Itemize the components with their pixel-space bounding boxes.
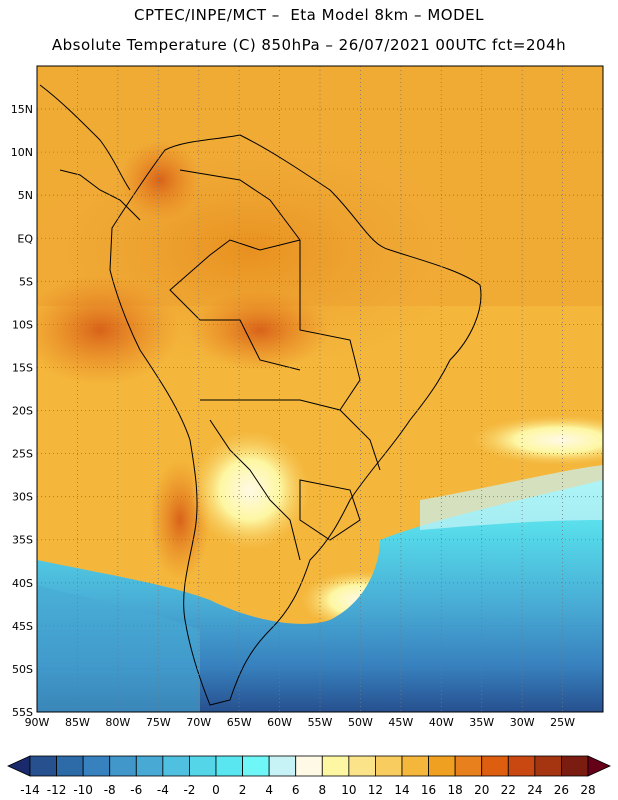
lat-tick-label: 30S	[12, 491, 33, 504]
lat-tick-label: 35S	[12, 534, 33, 547]
colorbar-tick-label: 28	[580, 783, 595, 797]
colorbar-tick-label: -6	[130, 783, 142, 797]
lat-tick-label: 55S	[12, 706, 33, 719]
colorbar-tick-label: 2	[239, 783, 247, 797]
lon-tick-label: 65W	[227, 716, 252, 729]
colorbar-swatch	[561, 755, 589, 777]
colorbar-tick-label: 20	[474, 783, 489, 797]
colorbar-swatch	[507, 755, 536, 777]
lat-tick-label: 45S	[12, 620, 33, 633]
colorbar-tick-label: -12	[47, 783, 67, 797]
lon-tick-label: 85W	[65, 716, 90, 729]
colorbar-swatch	[215, 755, 243, 777]
colorbar-tick-label: -10	[73, 783, 93, 797]
lat-tick-label: 40S	[12, 577, 33, 590]
lat-tick-label: 10S	[12, 318, 33, 331]
longitude-labels: 90W 85W 80W 75W 70W 65W 60W 55W 50W 45W 40W 35W 30W 2…	[25, 716, 576, 729]
colorbar-tick-label: 18	[448, 783, 463, 797]
colorbar-tick-label: -2	[183, 783, 195, 797]
colorbar-tick-label: 0	[212, 783, 220, 797]
colorbar-tick-label: 16	[421, 783, 436, 797]
plot-frame	[36, 65, 604, 713]
chart-title: CPTEC/INPE/MCT – Eta Model 8km – MODEL	[134, 6, 484, 24]
lat-tick-label: 50S	[12, 663, 33, 676]
colorbar-swatch	[268, 755, 297, 777]
lon-tick-label: 35W	[469, 716, 494, 729]
colorbar-swatch	[454, 755, 483, 777]
lon-tick-label: 30W	[510, 716, 535, 729]
colorbar-swatch	[162, 755, 190, 777]
colorbar-swatch	[189, 755, 217, 777]
lat-tick-label: 10N	[11, 146, 33, 159]
lat-tick-label: EQ	[17, 232, 33, 245]
lon-tick-label: 70W	[186, 716, 211, 729]
colorbar-tick-label: 22	[501, 783, 516, 797]
lat-tick-label: 5S	[19, 275, 33, 288]
latitude-labels: 15N 10N 5N EQ 5S 10S 15S 20S 25S 30S 35S 40S 45S 50S 5…	[11, 103, 34, 719]
colorbar-tick-label: 24	[527, 783, 542, 797]
colorbar-swatch	[109, 755, 137, 777]
colorbar-swatch	[135, 755, 164, 777]
colorbar-tick-label: 6	[292, 783, 300, 797]
lon-tick-label: 75W	[146, 716, 171, 729]
colorbar-swatch	[29, 755, 57, 777]
colorbar-min-arrow	[7, 755, 31, 777]
lat-tick-label: 20S	[12, 405, 33, 418]
colorbar-tick-label: 12	[368, 783, 383, 797]
lon-tick-label: 60W	[267, 716, 292, 729]
lat-tick-label: 15N	[11, 103, 33, 116]
colorbar-max-arrow	[587, 755, 611, 777]
colorbar-tick-label: 8	[318, 783, 326, 797]
colorbar-tick-label: -14	[20, 783, 40, 797]
country-borders	[59, 134, 482, 706]
colorbar-swatch	[56, 755, 84, 777]
lon-tick-label: 40W	[429, 716, 454, 729]
lat-tick-label: 25S	[12, 448, 33, 461]
colorbar-tick-label: -8	[104, 783, 116, 797]
lat-tick-label: 15S	[12, 361, 33, 374]
colorbar-swatch	[321, 755, 350, 777]
colorbar-swatch	[428, 755, 456, 777]
colorbar-swatch	[348, 755, 376, 777]
colorbar-swatch	[401, 755, 429, 777]
colorbar-swatch	[82, 755, 111, 777]
lon-tick-label: 55W	[308, 716, 333, 729]
colorbar-swatch	[295, 755, 323, 777]
lat-tick-label: 5N	[18, 189, 33, 202]
colorbar-swatch	[534, 755, 562, 777]
lon-tick-label: 25W	[550, 716, 575, 729]
colorbar-tick-label: 14	[394, 783, 409, 797]
color-legend: -14 -12 -10 -8 -6 -4 -2 0 2 4 6 8 10 12 14 16 18 20 22 24 26…	[7, 755, 611, 797]
colorbar-tick-label: 10	[341, 783, 356, 797]
colorbar-swatch	[481, 755, 509, 777]
colorbar-tick-label: 26	[554, 783, 569, 797]
chart-subtitle: Absolute Temperature (C) 850hPa – 26/07/…	[51, 36, 567, 54]
colorbar-swatch	[375, 755, 403, 777]
lon-tick-label: 45W	[388, 716, 413, 729]
colorbar-tick-label: 4	[265, 783, 273, 797]
colorbar-swatch	[242, 755, 270, 777]
lon-tick-label: 90W	[25, 716, 50, 729]
colorbar-tick-label: -4	[157, 783, 169, 797]
lon-tick-label: 80W	[105, 716, 130, 729]
lon-tick-label: 50W	[348, 716, 373, 729]
